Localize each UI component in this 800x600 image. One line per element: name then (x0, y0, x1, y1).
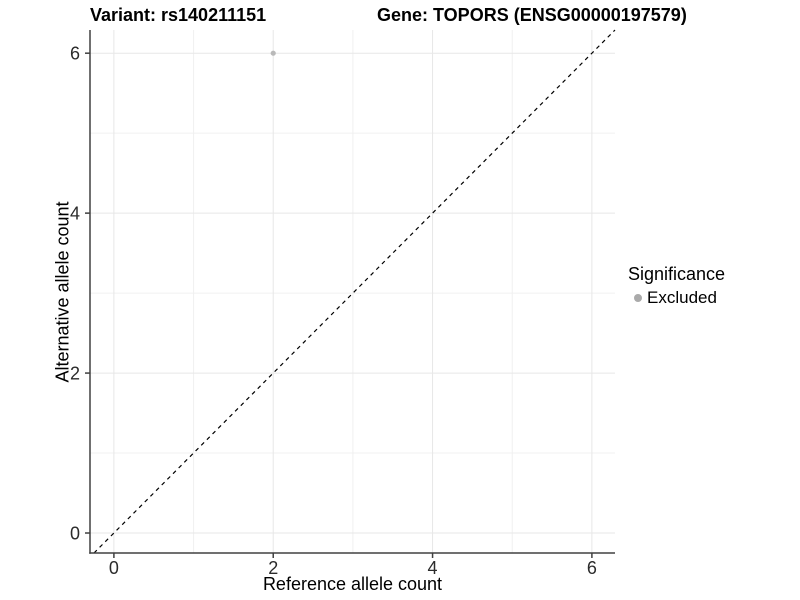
y-tick-label: 2 (70, 364, 80, 384)
x-tick-label: 0 (109, 558, 119, 578)
variant-title: Variant: rs140211151 (90, 5, 267, 25)
y-axis-label: Alternative allele count (52, 201, 73, 383)
x-tick-label: 6 (587, 558, 597, 578)
legend-item-label: Excluded (647, 288, 717, 307)
x-tick-label: 2 (268, 558, 278, 578)
legend: Significance Excluded (628, 264, 725, 308)
legend-key (628, 294, 647, 302)
x-tick-label: 4 (428, 558, 438, 578)
y-tick-label: 4 (70, 204, 80, 224)
identity-reference-line (93, 29, 616, 554)
legend-title: Significance (628, 264, 726, 284)
excluded-point-icon (633, 294, 642, 302)
x-axis-label: Reference allele count (262, 574, 443, 594)
data-point-excluded (270, 50, 276, 56)
y-tick-label: 0 (70, 524, 80, 544)
legend-item-excluded: Excluded (628, 288, 725, 308)
y-tick-label: 6 (70, 44, 80, 64)
gene-title: Gene: TOPORS (ENSG00000197579) (377, 5, 687, 25)
